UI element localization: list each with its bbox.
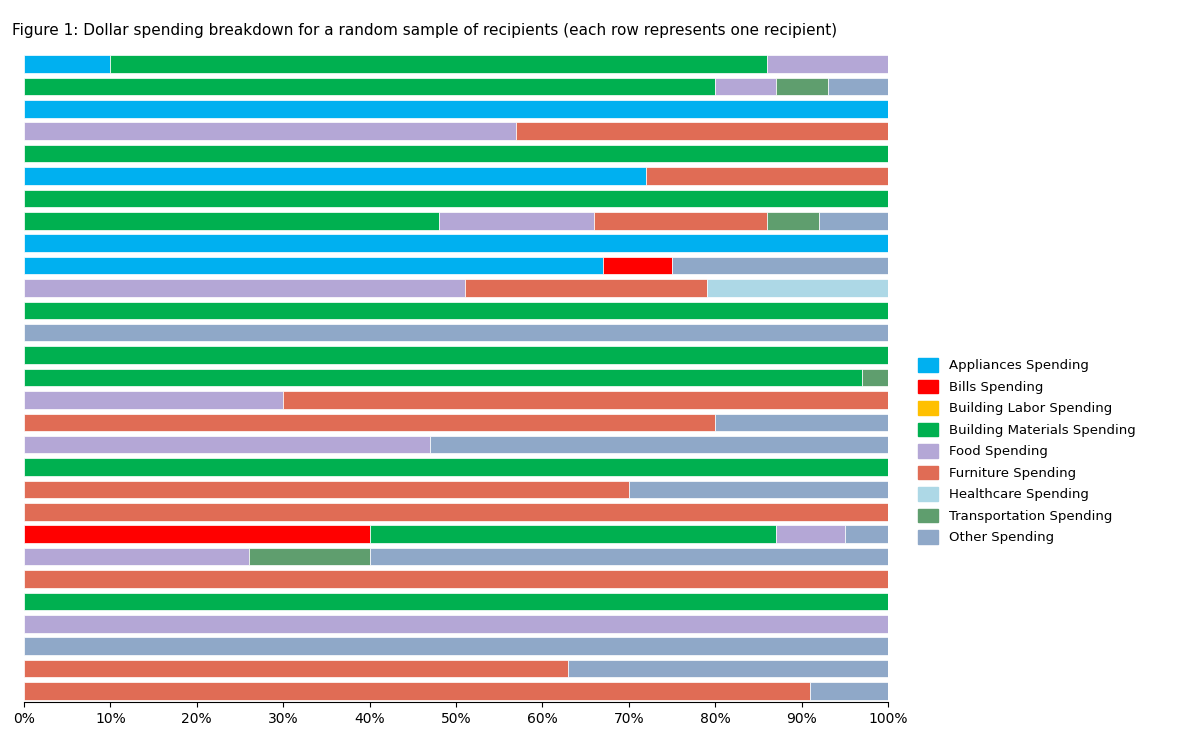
Bar <box>672 257 888 274</box>
Bar <box>715 78 775 95</box>
Bar <box>24 481 629 498</box>
Bar <box>24 347 888 364</box>
Bar <box>569 660 888 677</box>
Bar <box>646 168 888 185</box>
Legend: Appliances Spending, Bills Spending, Building Labor Spending, Building Materials: Appliances Spending, Bills Spending, Bui… <box>912 352 1142 551</box>
Bar <box>818 212 888 230</box>
Bar <box>24 235 888 252</box>
Bar <box>248 548 370 565</box>
Bar <box>24 212 439 230</box>
Bar <box>629 481 888 498</box>
Bar <box>24 570 888 587</box>
Bar <box>24 324 888 341</box>
Bar <box>24 168 646 185</box>
Bar <box>24 548 248 565</box>
Bar <box>24 368 862 387</box>
Bar <box>24 100 888 118</box>
Bar <box>594 212 767 230</box>
Bar <box>24 190 888 207</box>
Bar <box>24 593 888 610</box>
Bar <box>828 78 888 95</box>
Bar <box>24 257 602 274</box>
Bar <box>24 122 516 140</box>
Bar <box>24 78 715 95</box>
Bar <box>283 391 888 408</box>
Bar <box>24 615 888 633</box>
Bar <box>24 503 888 520</box>
Bar <box>767 212 818 230</box>
Bar <box>775 78 828 95</box>
Bar <box>24 637 888 655</box>
Bar <box>464 279 707 297</box>
Bar <box>24 279 464 297</box>
Bar <box>370 548 888 565</box>
Bar <box>24 145 888 162</box>
Bar <box>845 525 888 543</box>
Bar <box>810 683 888 700</box>
Bar <box>516 122 888 140</box>
Bar <box>707 279 888 297</box>
Bar <box>715 414 888 431</box>
Bar <box>24 391 283 408</box>
Bar <box>24 436 430 454</box>
Bar <box>370 525 775 543</box>
Bar <box>430 436 888 454</box>
Bar <box>110 55 767 72</box>
Bar <box>24 414 715 431</box>
Bar <box>439 212 594 230</box>
Bar <box>24 525 370 543</box>
Bar <box>767 55 888 72</box>
Bar <box>775 525 845 543</box>
Bar <box>602 257 672 274</box>
Bar <box>24 55 110 72</box>
Bar <box>862 368 888 387</box>
Bar <box>24 683 810 700</box>
Bar <box>24 301 888 319</box>
Bar <box>24 660 569 677</box>
Bar <box>24 458 888 476</box>
Text: Figure 1: Dollar spending breakdown for a random sample of recipients (each row : Figure 1: Dollar spending breakdown for … <box>12 23 838 38</box>
